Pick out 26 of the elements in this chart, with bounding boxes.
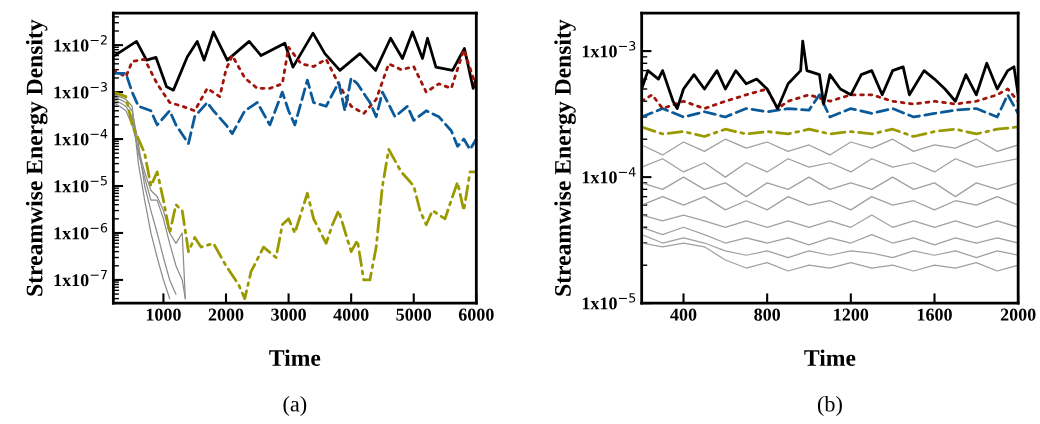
- y-axis-title: Streamwise Energy Density: [25, 19, 48, 296]
- x-tick-label: 4000: [333, 308, 369, 321]
- x-tick-label: 400: [670, 308, 697, 321]
- y-tick-label: 1x10$^{−3}$: [54, 82, 107, 99]
- text: (a): [283, 395, 307, 417]
- y-tick-label: 1x10$^{−4}$: [582, 167, 636, 184]
- text: (b): [817, 395, 842, 417]
- x-tick-label: 1600: [917, 308, 952, 321]
- x-tick-label: 6000: [458, 308, 494, 321]
- y-tick-label: 1x10$^{−6}$: [54, 222, 108, 240]
- x-axis-title: Time: [804, 349, 856, 366]
- x-tick-label: 2000: [1000, 308, 1036, 321]
- x-tick-label: 1200: [834, 308, 869, 321]
- x-tick-label: 1000: [146, 308, 181, 321]
- y-tick-label: 1x10$^{−4}$: [54, 129, 108, 146]
- y-axis-title: Streamwise Energy Density: [554, 19, 576, 296]
- y-tick-label: 1x10$^{−2}$: [54, 35, 107, 52]
- x-tick-label: 3000: [271, 308, 306, 321]
- y-tick-label: 1x10$^{−5}$: [54, 176, 107, 193]
- y-tick-label: 1x10$^{−3}$: [582, 41, 636, 58]
- x-tick-label: 2000: [208, 308, 244, 321]
- y-tick-label: 1x10$^{−5}$: [582, 293, 636, 310]
- x-axis-title: Time: [269, 349, 321, 366]
- x-tick-label: 800: [754, 308, 781, 321]
- x-tick-label: 5000: [396, 308, 432, 321]
- y-tick-label: 1x10$^{−7}$: [54, 269, 107, 287]
